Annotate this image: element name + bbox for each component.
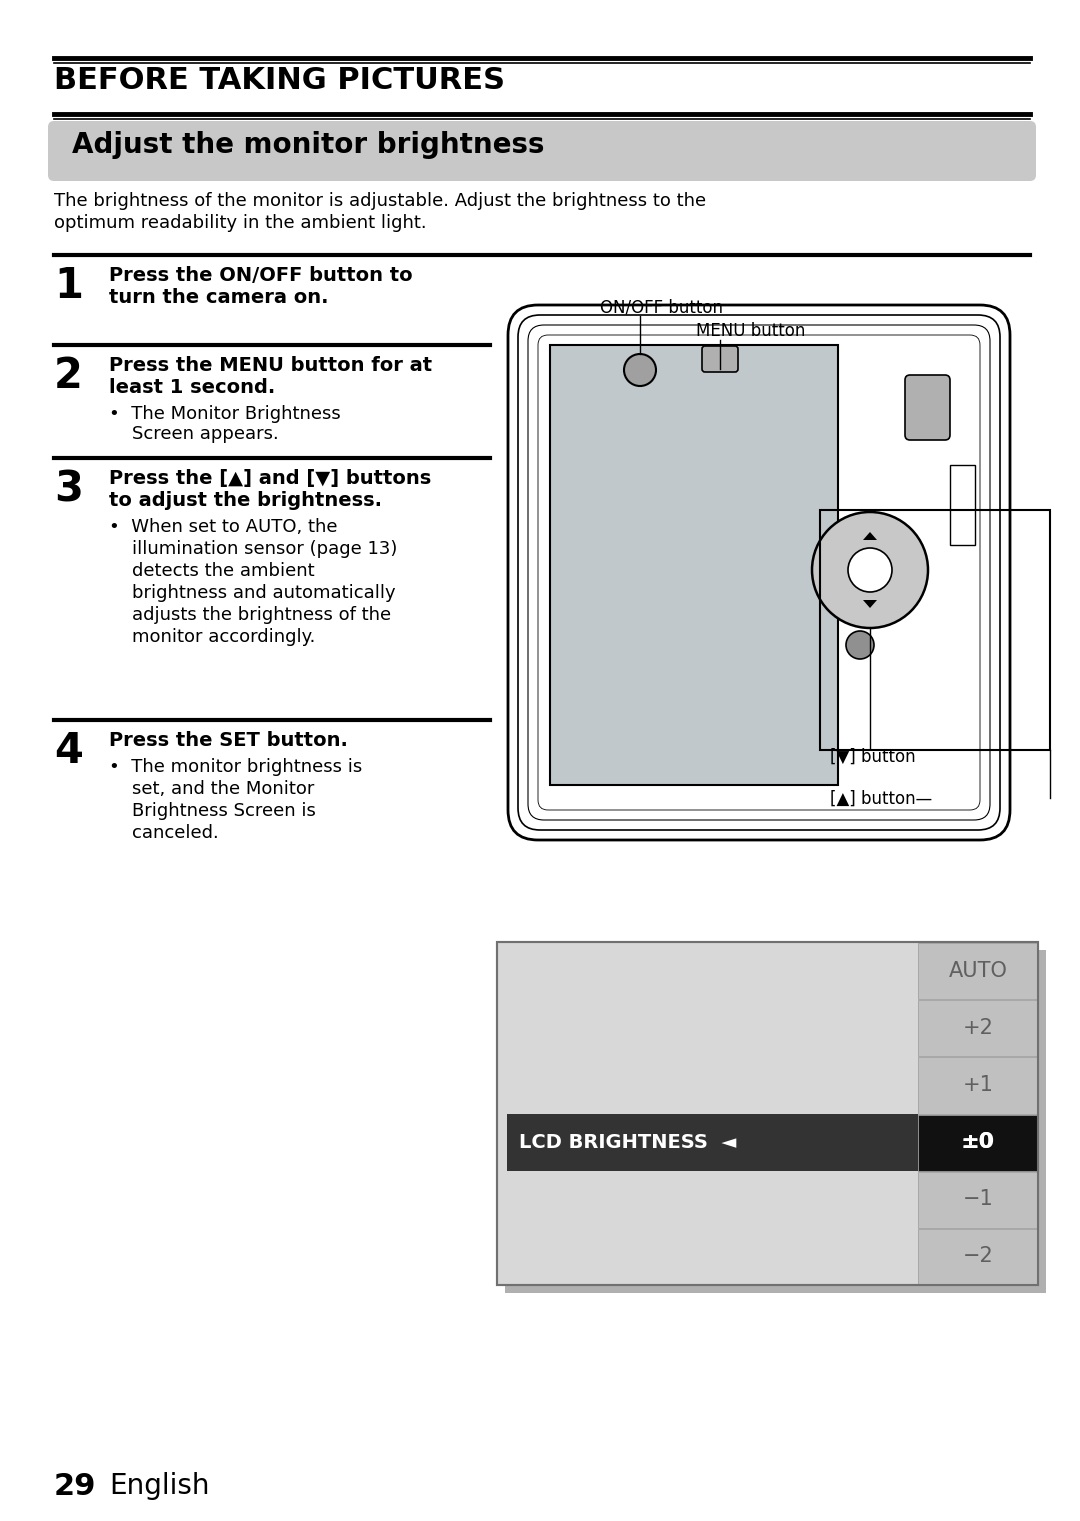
Text: LCD BRIGHTNESS  ◄: LCD BRIGHTNESS ◄ [519, 1133, 737, 1151]
Bar [918, 1115, 1038, 1171]
Text: ±0: ±0 [961, 1132, 995, 1151]
Bar [497, 941, 1038, 1285]
Text: •  The Monitor Brightness: • The Monitor Brightness [109, 405, 341, 423]
Bar [918, 1057, 1038, 1113]
Bar [918, 1001, 1038, 1056]
Bar [918, 1171, 1038, 1227]
FancyBboxPatch shape [48, 122, 1036, 181]
Text: 29: 29 [54, 1472, 96, 1501]
Text: to adjust the brightness.: to adjust the brightness. [109, 491, 382, 510]
Text: Press the MENU button for at: Press the MENU button for at [109, 356, 432, 376]
Text: [▼] button: [▼] button [831, 748, 916, 767]
Circle shape [846, 631, 874, 659]
Text: 3: 3 [54, 468, 83, 510]
Text: canceled.: canceled. [109, 824, 219, 843]
Polygon shape [863, 532, 877, 540]
Text: 2: 2 [54, 354, 83, 397]
Text: Press the [▲] and [▼] buttons: Press the [▲] and [▼] buttons [109, 468, 431, 488]
Text: MENU button: MENU button [696, 322, 806, 341]
Bar [918, 943, 1038, 999]
Bar [505, 951, 1047, 1293]
Text: ±0: ±0 [962, 1132, 994, 1151]
Circle shape [812, 513, 928, 628]
Bar [820, 510, 1050, 750]
Text: 4: 4 [54, 730, 83, 773]
Polygon shape [863, 599, 877, 608]
Text: least 1 second.: least 1 second. [109, 379, 275, 397]
Text: brightness and automatically: brightness and automatically [109, 584, 395, 602]
Circle shape [624, 354, 656, 386]
Text: monitor accordingly.: monitor accordingly. [109, 628, 315, 646]
Text: illumination sensor (page 13): illumination sensor (page 13) [109, 540, 397, 558]
Text: BEFORE TAKING PICTURES: BEFORE TAKING PICTURES [54, 65, 505, 94]
Text: Screen appears.: Screen appears. [109, 424, 279, 443]
Text: ON/OFF button: ON/OFF button [600, 298, 723, 316]
Text: turn the camera on.: turn the camera on. [109, 287, 328, 307]
Text: detects the ambient: detects the ambient [109, 561, 314, 580]
Text: AUTO: AUTO [948, 961, 1008, 981]
Text: adjusts the brightness of the: adjusts the brightness of the [109, 605, 391, 624]
Bar [950, 465, 975, 545]
Text: •  The monitor brightness is: • The monitor brightness is [109, 757, 362, 776]
Bar [918, 1229, 1038, 1285]
Text: −2: −2 [962, 1246, 994, 1267]
FancyBboxPatch shape [702, 345, 738, 373]
Circle shape [848, 548, 892, 592]
Bar [507, 1113, 918, 1171]
Text: Adjust the monitor brightness: Adjust the monitor brightness [72, 131, 544, 160]
Text: +1: +1 [962, 1075, 994, 1095]
Text: 1: 1 [54, 265, 83, 307]
Text: English: English [109, 1472, 210, 1500]
Text: Press the SET button.: Press the SET button. [109, 732, 348, 750]
Text: •  When set to AUTO, the: • When set to AUTO, the [109, 519, 337, 535]
Text: +2: +2 [962, 1018, 994, 1037]
Text: −1: −1 [962, 1189, 994, 1209]
FancyBboxPatch shape [508, 306, 1010, 840]
Text: [▲] button—: [▲] button— [831, 789, 932, 808]
Text: set, and the Monitor: set, and the Monitor [109, 780, 314, 799]
Text: Press the ON/OFF button to: Press the ON/OFF button to [109, 266, 413, 284]
Text: Brightness Screen is: Brightness Screen is [109, 802, 315, 820]
FancyBboxPatch shape [905, 376, 950, 440]
Text: The brightness of the monitor is adjustable. Adjust the brightness to the: The brightness of the monitor is adjusta… [54, 192, 706, 210]
Bar [497, 941, 1038, 1285]
Bar [550, 345, 838, 785]
Text: optimum readability in the ambient light.: optimum readability in the ambient light… [54, 214, 427, 233]
